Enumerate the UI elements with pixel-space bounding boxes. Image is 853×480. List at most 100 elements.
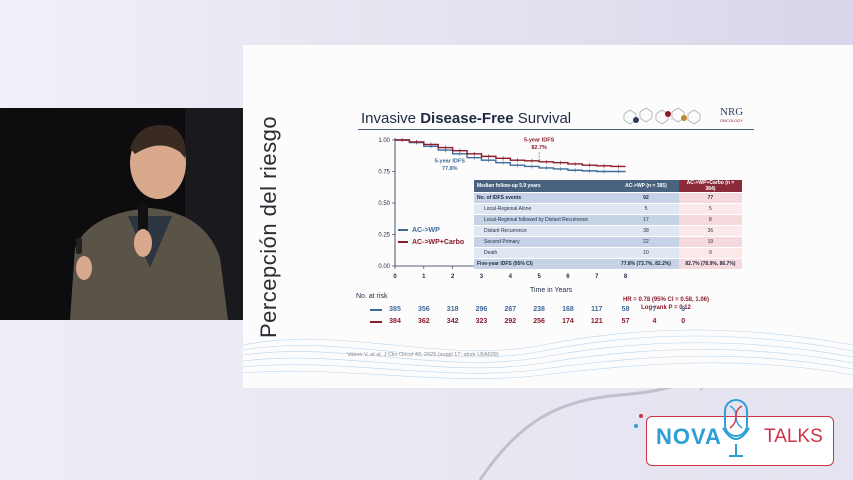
annotation-label-wp: 5-year IDFS [435, 159, 466, 165]
table-cell: 17 [613, 214, 679, 226]
nrg-brand: NRG [720, 106, 744, 118]
at-risk-value: 4 [652, 318, 657, 325]
table-cell: Death [474, 247, 614, 259]
table-cell: 9 [678, 247, 742, 259]
x-tick-label: 3 [480, 274, 484, 280]
at-risk-value: 58 [621, 306, 630, 313]
table-cell: 22 [613, 236, 679, 248]
y-tick-label: 0.00 [378, 264, 390, 270]
idfs-events-table: Median follow-up 5.9 years AC->WP (n = 3… [474, 180, 742, 270]
slide-wave-decoration [243, 329, 853, 379]
at-risk-value: 174 [562, 318, 574, 325]
header-cell: AC->WP+Carbo (n = 384) [678, 180, 742, 193]
table-cell: No. of IDFS events [474, 192, 614, 204]
annotation-value-carbo: 82.7% [531, 145, 547, 151]
microphone-dna-icon [722, 399, 750, 457]
table-cell: Second Primary [474, 236, 614, 248]
at-risk-value: 168 [562, 306, 574, 313]
at-risk-value: 296 [475, 306, 488, 313]
table-header: Median follow-up 5.9 years AC->WP (n = 3… [474, 180, 742, 193]
slide-citation: Valero V, et al. J Clin Oncol 43, 2025 (… [347, 352, 499, 358]
table-cell: 5 [678, 203, 742, 215]
x-axis-label: Time in Years [530, 287, 573, 294]
molecule-icon [623, 107, 701, 125]
legend-item-wp: AC->WP [398, 227, 440, 234]
at-risk-value: 318 [446, 306, 459, 313]
legend-swatch [398, 241, 408, 244]
legend-swatch [398, 229, 408, 232]
x-tick-label: 5 [537, 274, 541, 280]
table-cell: 5 [613, 203, 679, 215]
at-risk-value: 385 [389, 306, 401, 313]
at-risk-value: 356 [417, 306, 430, 313]
at-risk-value: 292 [504, 318, 517, 325]
at-risk-value: 323 [475, 318, 488, 325]
legend-label: AC->WP [412, 227, 440, 234]
table-cell: Local-Regional Alone [474, 203, 614, 215]
slide-side-title: Percepción del riesgo [256, 115, 281, 338]
at-risk-value: 256 [533, 318, 545, 325]
table-cell: 77 [678, 192, 742, 204]
at-risk-swatch [370, 321, 382, 323]
at-risk-value: 342 [446, 318, 459, 325]
annotation-label-carbo: 5-year IDFS [524, 137, 555, 143]
table-row: Five-year IDFS (95% CI) 77.8% (73.7%, 82.… [474, 258, 742, 270]
at-risk-swatch [370, 309, 382, 311]
x-tick-label: 1 [422, 274, 426, 280]
series-line-carbo [395, 139, 626, 168]
table-cell: 10 [613, 247, 679, 259]
at-risk-value: 7 [652, 306, 657, 313]
x-tick-label: 6 [566, 274, 570, 280]
at-risk-value: 0 [681, 318, 686, 325]
table-row: No. of IDFS events 92 77 [474, 192, 742, 204]
nrg-brand-sub: ONCOLOGY [720, 118, 744, 123]
table-row: Distant Recurrence 38 36 [474, 225, 742, 237]
table-cell: 19 [678, 236, 742, 248]
hazard-ratio-note: HR = 0.78 (95% CI = 0.58, 1.06) Log-rank… [596, 296, 736, 312]
hr-line: HR = 0.78 (95% CI = 0.58, 1.06) [622, 297, 710, 303]
nrg-oncology-logo: NRG ONCOLOGY [618, 104, 748, 130]
table-cell: Distant Recurrence [474, 225, 614, 237]
table-cell: 77.8% (73.7%, 82.2%) [613, 258, 679, 270]
header-cell: AC->WP (n = 385) [613, 180, 679, 193]
table-row: Local-Regional followed by Distant Recur… [474, 214, 742, 226]
logo-nova-text: NOVA [656, 424, 722, 449]
table-cell: 82.7% (78.9%, 86.7%) [678, 258, 742, 270]
nova-talks-logo [646, 416, 834, 466]
y-tick-label: 0.25 [378, 233, 390, 239]
y-tick-label: 0.75 [378, 170, 390, 176]
table-row: Death 10 9 [474, 247, 742, 259]
x-tick-label: 7 [595, 274, 599, 280]
x-tick-label: 4 [509, 274, 513, 280]
speaker-video [0, 108, 243, 320]
at-risk-value: 384 [389, 318, 401, 325]
legend-item-carbo: AC->WP+Carbo [398, 239, 464, 246]
speaker-figure [70, 108, 243, 320]
logo-talks-text: TALKS [764, 426, 823, 447]
table-cell: 38 [613, 225, 679, 237]
header-cell: Median follow-up 5.9 years [474, 180, 614, 193]
legend-label: AC->WP+Carbo [412, 239, 465, 246]
chart-title: Invasive Disease-Free Survival [361, 110, 572, 127]
title-divider [358, 129, 754, 130]
logrank-line: Log-rank P = 0.12 [641, 305, 691, 311]
x-tick-label: 8 [624, 274, 628, 280]
at-risk-value: 267 [504, 306, 517, 313]
at-risk-value: 57 [621, 318, 630, 325]
at-risk-label: No. at risk [356, 293, 388, 300]
table-cell: 8 [678, 214, 742, 226]
table-row: Second Primary 22 19 [474, 236, 742, 248]
at-risk-value: 121 [590, 318, 603, 325]
y-tick-label: 0.50 [378, 201, 390, 207]
at-risk-value: 238 [533, 306, 545, 313]
table-cell: 36 [678, 225, 742, 237]
table-cell: 92 [613, 192, 679, 204]
y-tick-label: 1.00 [378, 138, 390, 144]
at-risk-value: 362 [417, 318, 430, 325]
table-row: Local-Regional Alone 5 5 [474, 203, 742, 215]
annotation-value-wp: 77.8% [442, 166, 458, 172]
table-cell: Local-Regional followed by Distant Recur… [474, 214, 614, 226]
at-risk-value: 117 [591, 306, 603, 313]
x-tick-label: 0 [393, 274, 397, 280]
x-tick-label: 2 [451, 274, 455, 280]
